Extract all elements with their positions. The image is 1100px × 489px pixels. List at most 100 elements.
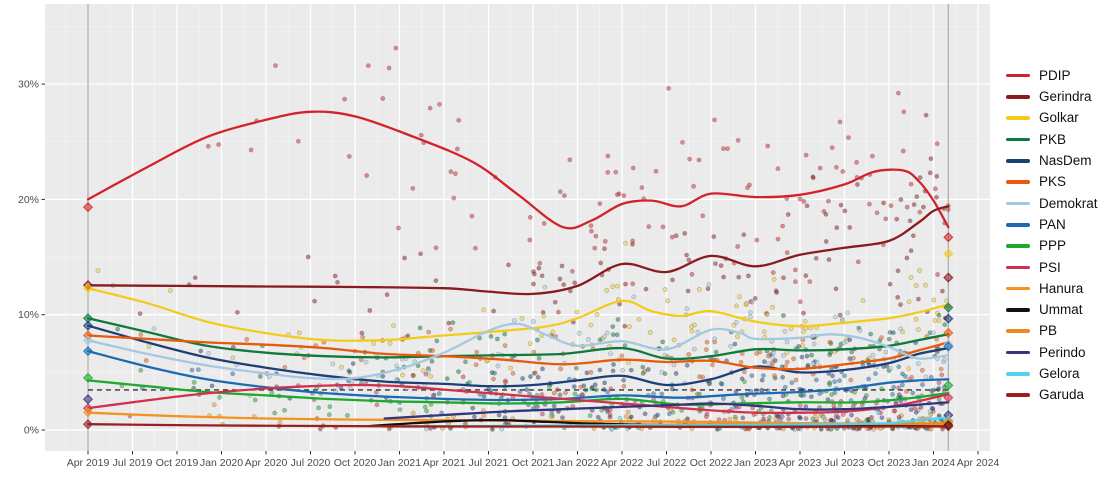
trend-line-Perindo [383, 401, 950, 420]
legend-swatch-Ummat [1006, 308, 1030, 312]
x-tick-label: Oct 2023 [868, 457, 911, 469]
election-result-2024-PPP [943, 380, 954, 391]
election-result-2019-Demokrat [82, 335, 94, 346]
y-tick-label: 20% [18, 194, 39, 206]
x-tick-label: Jul 2023 [825, 457, 865, 469]
trend-line-Demokrat [86, 322, 950, 381]
legend-swatch-PKB [1006, 137, 1030, 142]
election-result-2019-PPP [82, 372, 94, 383]
legend-item-Ummat: Ummat [1006, 299, 1098, 320]
legend-swatch-Gerindra [1006, 95, 1030, 99]
legend-label: Hanura [1039, 280, 1084, 296]
trend-line-Garuda [86, 423, 950, 429]
legend-swatch-PPP [1006, 244, 1030, 248]
election-result-markers [82, 202, 954, 432]
legend-swatch-PB [1006, 329, 1030, 333]
x-axis: Apr 2019 Jul 2019 Oct 2019 Jan 2020 Apr 2020… [67, 451, 1000, 469]
y-tick-label: 0% [24, 425, 39, 437]
legend-label: Golkar [1039, 110, 1079, 126]
election-result-2024-NasDem [943, 313, 954, 324]
legend-label: PAN [1039, 216, 1066, 232]
legend-swatch-Perindo [1006, 350, 1030, 355]
legend-label: Perindo [1039, 344, 1086, 360]
legend-item-PSI: PSI [1006, 257, 1098, 278]
legend-label: PDIP [1039, 67, 1071, 83]
legend-swatch-PAN [1006, 222, 1030, 227]
trend-line-PSI [86, 383, 950, 415]
x-tick-label: Apr 2024 [957, 457, 1000, 469]
election-result-2024-PKS [943, 327, 954, 338]
x-tick-label: Jan 2020 [200, 457, 243, 469]
trend-line-PKS [86, 334, 950, 371]
legend-swatch-NasDem [1006, 159, 1030, 163]
trend-line-PKB [86, 317, 950, 361]
legend-item-Perindo: Perindo [1006, 342, 1098, 363]
legend-item-PDIP: PDIP [1006, 65, 1098, 86]
legend-swatch-PDIP [1006, 73, 1030, 78]
x-tick-label: Oct 2020 [334, 457, 377, 469]
election-result-2024-PKB [943, 302, 954, 313]
legend-swatch-Gelora [1006, 372, 1030, 376]
election-result-2024-Gerindra [943, 272, 954, 283]
x-tick-label: Apr 2022 [601, 457, 644, 469]
legend-label: Gerindra [1039, 89, 1092, 105]
legend-label: Ummat [1039, 302, 1083, 318]
legend-item-Gelora: Gelora [1006, 363, 1098, 384]
x-tick-label: Apr 2023 [779, 457, 822, 469]
election-result-2024-Golkar [943, 248, 954, 259]
x-tick-label: Oct 2019 [156, 457, 199, 469]
legend-label: PPP [1039, 238, 1067, 254]
legend-swatch-PSI [1006, 265, 1030, 270]
legend-item-PAN: PAN [1006, 214, 1098, 235]
legend-label: NasDem [1039, 153, 1092, 169]
legend-swatch-Golkar [1006, 116, 1030, 121]
legend-swatch-Garuda [1006, 393, 1030, 397]
legend-label: PSI [1039, 259, 1061, 275]
legend-label: Garuda [1039, 387, 1085, 403]
x-tick-label: Jan 2023 [734, 457, 777, 469]
trend-line-Gerindra [86, 205, 950, 296]
election-result-2019-PAN [82, 346, 94, 357]
legend-swatch-PKS [1006, 180, 1030, 184]
legend-item-Golkar: Golkar [1006, 108, 1098, 129]
legend-item-NasDem: NasDem [1006, 150, 1098, 171]
election-result-2019-Garuda [82, 419, 94, 430]
trend-line-NasDem [86, 324, 950, 388]
election-result-2019-Hanura [82, 407, 94, 418]
trend-line-PPP [86, 379, 950, 406]
election-result-2019-PDIP [82, 202, 94, 213]
legend-swatch-Hanura [1006, 286, 1030, 291]
election-result-2024-Garuda [943, 421, 954, 432]
x-tick-label: Jul 2020 [291, 457, 331, 469]
legend-item-PKS: PKS [1006, 171, 1098, 192]
legend-item-PPP: PPP [1006, 235, 1098, 256]
x-tick-label: Jan 2024 [912, 457, 955, 469]
legend-item-Demokrat: Demokrat [1006, 193, 1098, 214]
legend-label: PKS [1039, 174, 1067, 190]
election-result-2024-PDIP [943, 232, 954, 243]
chart-legend: PDIP Gerindra Golkar PKB NasDem PKS Demokrat PA… [1006, 65, 1098, 406]
legend-label: PB [1039, 323, 1058, 339]
legend-item-Garuda: Garuda [1006, 384, 1098, 405]
x-tick-label: Apr 2019 [67, 457, 110, 469]
election-result-2024-PSI [943, 392, 954, 403]
x-tick-label: Oct 2021 [512, 457, 555, 469]
x-tick-label: Jan 2022 [556, 457, 599, 469]
x-tick-label: Jul 2019 [113, 457, 153, 469]
x-tick-label: Jul 2022 [647, 457, 687, 469]
trend-line-Golkar [86, 287, 950, 342]
y-tick-label: 10% [18, 309, 39, 321]
election-result-2024-PAN [943, 341, 954, 352]
legend-label: Gelora [1039, 366, 1080, 382]
legend-item-PB: PB [1006, 321, 1098, 342]
legend-swatch-Demokrat [1006, 201, 1030, 206]
x-tick-label: Jan 2021 [378, 457, 421, 469]
election-result-2019-NasDem [82, 320, 94, 331]
x-tick-label: Jul 2021 [469, 457, 509, 469]
x-tick-label: Oct 2022 [690, 457, 733, 469]
legend-item-Hanura: Hanura [1006, 278, 1098, 299]
trend-lines [86, 110, 950, 429]
y-axis: 0% 10% 20% 30% [18, 79, 45, 437]
trend-line-PDIP [86, 110, 950, 230]
